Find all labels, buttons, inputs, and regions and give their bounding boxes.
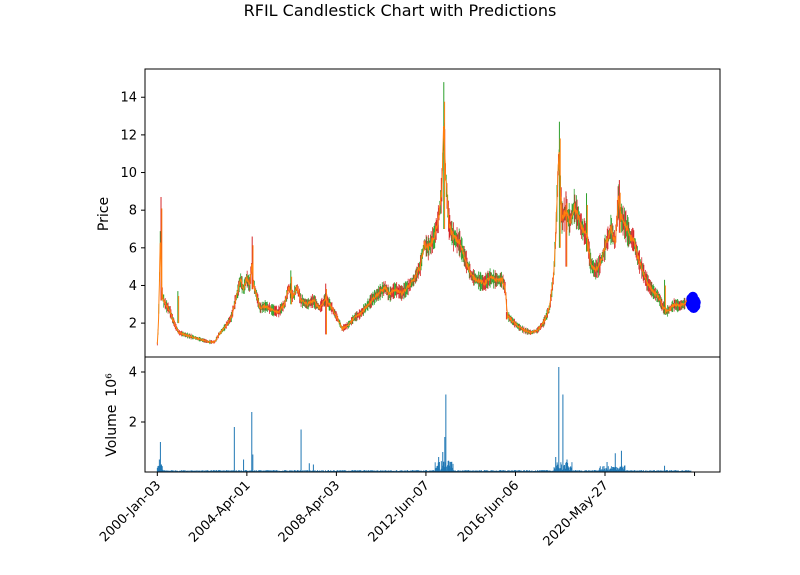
x-tick-label: 2016-Jun-06 — [455, 478, 522, 545]
volume-plot-area — [156, 367, 692, 472]
x-tick-label: 2008-Apr-03 — [276, 478, 343, 545]
price-y-tick-label: 14 — [120, 91, 137, 106]
x-tick-label: 2012-Jun-07 — [366, 478, 433, 545]
prediction-point — [690, 297, 701, 308]
x-tick-label: 2020-May-27 — [541, 478, 612, 549]
price-y-label: Price — [96, 197, 112, 231]
volume-y-label: Volume 10⁶ — [104, 373, 120, 457]
x-tick-label: 2000-Jan-03 — [97, 478, 164, 545]
volume-y-tick-label: 2 — [129, 416, 137, 431]
x-axis-ticks: 2000-Jan-03 2004-Apr-01 2008-Apr-03 2012-Ju… — [97, 472, 696, 549]
price-plot-area — [156, 82, 701, 346]
volume-y-label-unit: 10⁶ — [104, 373, 120, 397]
volume-axes-frame — [144, 356, 721, 473]
price-panel: 2 4 6 8 10 12 14 Price — [96, 68, 721, 358]
x-tick-label: 2004-Apr-01 — [186, 478, 253, 545]
price-y-tick-label: 12 — [120, 128, 137, 143]
price-close-line — [156, 126, 692, 344]
volume-y-label-text: Volume — [104, 405, 120, 457]
price-y-ticks: 2 4 6 8 10 12 14 — [120, 91, 145, 332]
price-y-tick-label: 8 — [129, 204, 137, 219]
price-y-tick-label: 4 — [129, 279, 137, 294]
price-y-tick-label: 6 — [129, 241, 137, 256]
volume-panel: 24 Volume10⁶ — [104, 356, 721, 473]
chart-title: RFIL Candlestick Chart with Predictions — [244, 1, 557, 20]
price-y-tick-label: 10 — [120, 166, 137, 181]
volume-y-tick-label: 4 — [129, 366, 137, 381]
volume-y-ticks: 24 — [129, 366, 145, 431]
price-y-tick-label: 2 — [129, 317, 137, 332]
